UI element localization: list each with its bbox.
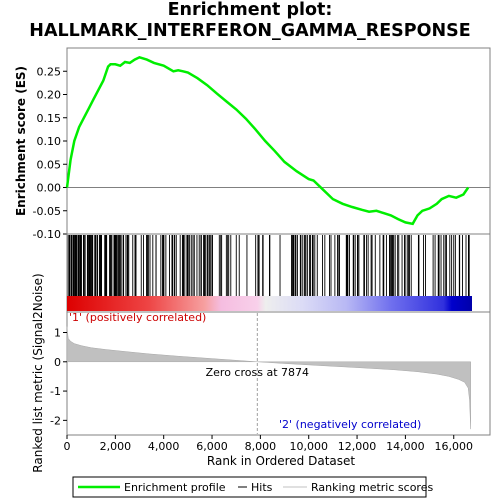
x-tick-label: 0 <box>64 440 71 453</box>
ranking-metric-area <box>66 326 471 430</box>
metric-y-axis-label: Ranked list metric (Signal2Noise) <box>31 273 45 472</box>
zero-cross-label: Zero cross at 7874 <box>206 366 309 379</box>
legend-box <box>72 476 427 498</box>
rank-x-axis: 0 2,000 4,000 6,000 8,000 10,000 12,000 14,000 1… <box>64 435 473 453</box>
bottom-panel-frame <box>66 311 491 436</box>
positive-correlation-label: '1' (positively correlated) <box>69 311 206 324</box>
metric-y-axis: 1 0 -1 -2 <box>50 327 67 427</box>
rank-heatmap <box>67 296 472 311</box>
x-tick-label: 4,000 <box>148 440 180 453</box>
legend-metric-label: Ranking metric scores <box>311 481 433 494</box>
x-tick-label: 14,000 <box>386 440 425 453</box>
es-y-tick-label: 0.05 <box>37 158 62 171</box>
legend-hits-label: Hits <box>251 481 273 494</box>
metric-y-tick-label: 0 <box>54 356 61 369</box>
metric-y-tick-label: -1 <box>50 385 61 398</box>
x-tick-label: 2,000 <box>100 440 132 453</box>
es-y-axis: -0.10 -0.05 0.00 0.05 0.10 0.15 0.20 0.25 <box>33 65 67 241</box>
metric-y-tick-label: -2 <box>50 414 61 427</box>
x-tick-label: 6,000 <box>196 440 228 453</box>
es-y-tick-label: 0.25 <box>37 65 62 78</box>
x-tick-label: 10,000 <box>289 440 328 453</box>
chart-title: Enrichment plot: HALLMARK_INTERFERON_GAM… <box>0 0 500 42</box>
x-tick-label: 12,000 <box>338 440 377 453</box>
x-axis-label: Rank in Ordered Dataset <box>207 454 355 468</box>
legend-enrichment-label: Enrichment profile <box>124 481 226 494</box>
x-tick-label: 16,000 <box>434 440 473 453</box>
es-y-axis-label: Enrichment score (ES) <box>14 66 28 216</box>
enrichment-profile-line <box>65 55 470 226</box>
top-panel-frame <box>66 47 491 235</box>
es-y-tick-label: -0.10 <box>33 228 61 241</box>
metric-y-tick-label: 1 <box>54 327 61 340</box>
es-y-tick-label: 0.00 <box>37 182 62 195</box>
negative-correlation-label: '2' (negatively correlated) <box>279 418 421 431</box>
es-y-tick-label: -0.05 <box>33 205 61 218</box>
es-y-tick-label: 0.20 <box>37 89 62 102</box>
es-y-tick-label: 0.10 <box>37 135 62 148</box>
title-line-1: Enrichment plot: <box>167 0 333 20</box>
es-y-tick-label: 0.15 <box>37 112 62 125</box>
x-tick-label: 8,000 <box>245 440 277 453</box>
title-line-2: HALLMARK_INTERFERON_GAMMA_RESPONSE <box>29 21 471 41</box>
hits-barcode <box>67 235 470 296</box>
